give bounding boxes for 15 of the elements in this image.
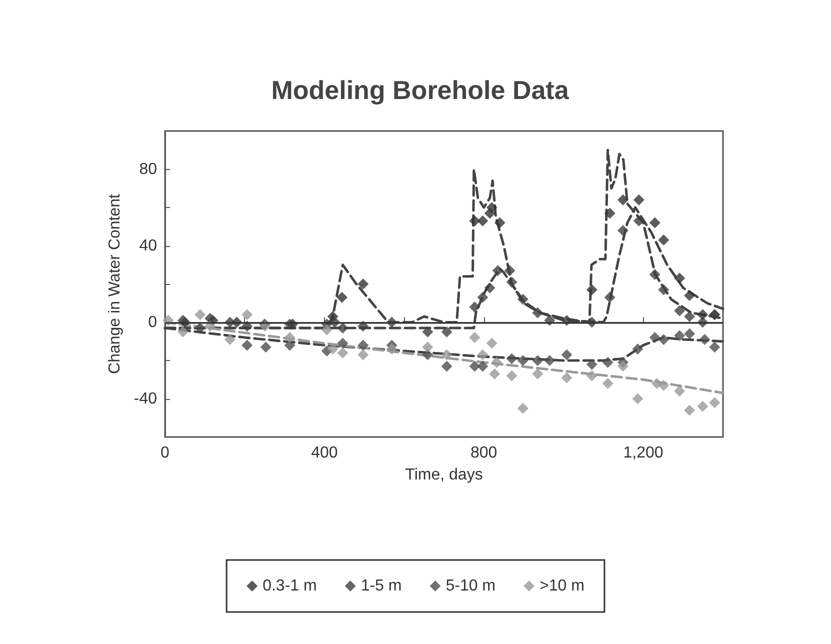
- legend-label: >10 m: [540, 578, 584, 594]
- x-tick-label: 1,200: [623, 444, 664, 462]
- y-tick-label: 80: [139, 160, 158, 178]
- x-tick-label: 800: [470, 444, 498, 462]
- y-tick-label: 40: [139, 237, 158, 254]
- legend-label: 0.3-1 m: [262, 578, 317, 594]
- y-tick-label: 0: [148, 314, 158, 331]
- x-axis-title: Time, days: [405, 466, 483, 484]
- legend-label: 5-10 m: [446, 578, 496, 594]
- y-axis-title: Change in Water Content: [106, 193, 124, 374]
- x-tick-label: 0: [160, 444, 170, 462]
- legend-label: 1-5 m: [360, 578, 402, 594]
- chart-title: Modeling Borehole Data: [271, 75, 570, 105]
- y-tick-label: -40: [134, 390, 158, 408]
- x-tick-label: 400: [311, 444, 338, 462]
